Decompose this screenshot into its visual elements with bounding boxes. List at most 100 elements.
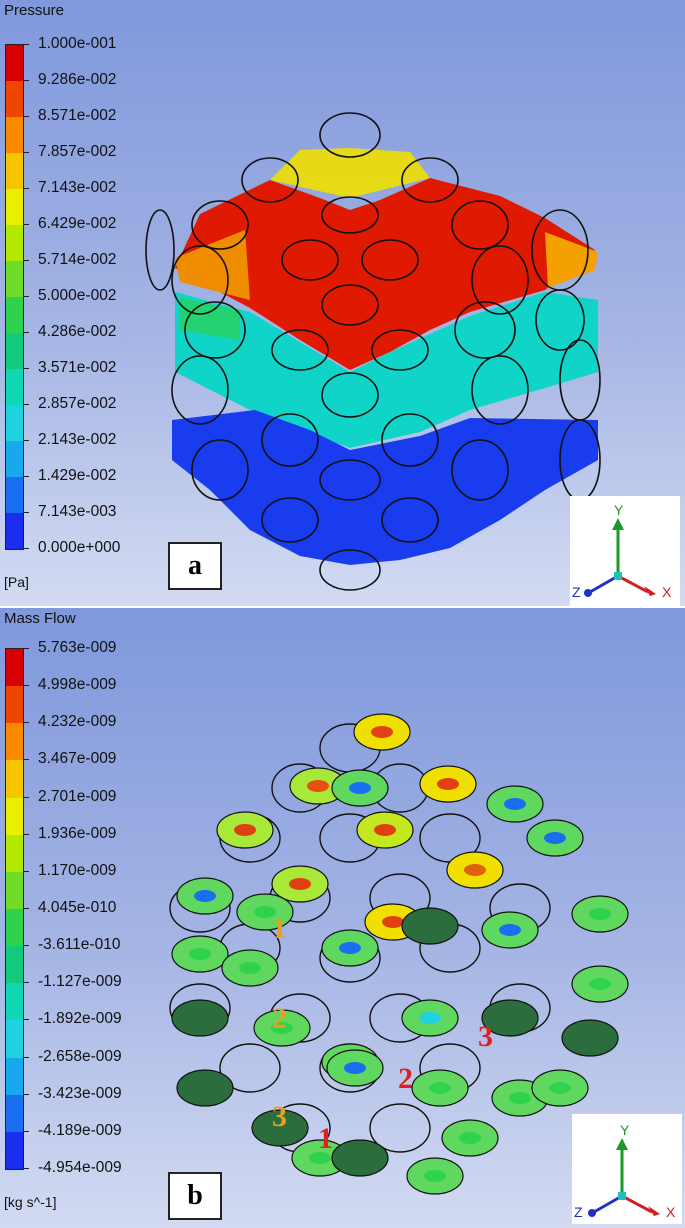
- axis-triad-a: Y X Z: [570, 496, 680, 606]
- legend-swatch: [6, 797, 23, 835]
- legend-tick-mark: [23, 722, 29, 724]
- axis-triad-b: Y X Z: [572, 1114, 682, 1224]
- legend-tick-label: -4.189e-009: [38, 1121, 122, 1139]
- legend-tick-label: 2.143e-002: [38, 431, 117, 448]
- flow-cell-core: [504, 798, 526, 810]
- axis-y-label: Y: [620, 1122, 630, 1138]
- legend-swatch: [6, 760, 23, 798]
- pressure-panel: Pressure 1.000e-001 9.286e-002 8.571e-002 7…: [0, 0, 685, 606]
- legend-tick-mark: [23, 870, 29, 872]
- legend-swatch: [6, 225, 23, 261]
- region-marker: 3: [478, 1020, 493, 1053]
- legend-tick-mark: [23, 80, 29, 81]
- mass-flow-color-legend: [5, 648, 24, 1170]
- flow-cell-core: [371, 726, 393, 738]
- axis-z-label: Z: [572, 584, 581, 600]
- legend-tick-mark: [23, 945, 29, 947]
- legend-tick-label: 7.857e-002: [38, 143, 117, 160]
- cyan-mid-region: [175, 292, 598, 448]
- high-pressure-region: [175, 178, 595, 370]
- legend-tick-mark: [23, 44, 29, 45]
- flow-cell-core: [464, 864, 486, 876]
- legend-swatch: [6, 261, 23, 297]
- low-pressure-region: [172, 410, 598, 565]
- flow-cell-core: [194, 890, 216, 902]
- legend-swatch: [6, 333, 23, 369]
- region-marker: 2: [398, 1062, 413, 1095]
- legend-tick-label: 3.571e-002: [38, 359, 117, 376]
- legend-tick-label: 1.000e-001: [38, 35, 117, 52]
- flow-cell-core: [349, 782, 371, 794]
- legend-tick-mark: [23, 116, 29, 117]
- axis-z-label: Z: [574, 1204, 583, 1220]
- legend-tick-mark: [23, 1093, 29, 1095]
- axis-arrows-icon: [584, 518, 656, 597]
- flow-cell-core: [549, 1082, 571, 1094]
- mass-flow-title: Mass Flow: [4, 610, 76, 627]
- legend-tick-label: 3.467e-009: [38, 750, 117, 768]
- legend-tick-label: 0.000e+000: [38, 539, 121, 556]
- region-marker: 3: [272, 1100, 287, 1133]
- region-marker: 1: [318, 1122, 333, 1155]
- legend-swatch: [6, 1094, 23, 1132]
- legend-tick-label: 5.000e-002: [38, 287, 117, 304]
- flow-cell-core: [419, 920, 441, 932]
- legend-swatch: [6, 723, 23, 761]
- legend-swatch: [6, 1020, 23, 1058]
- legend-swatch: [6, 297, 23, 333]
- axis-y-label: Y: [614, 502, 624, 518]
- axis-x-label: X: [662, 584, 672, 600]
- legend-tick-mark: [23, 440, 29, 441]
- legend-swatch: [6, 369, 23, 405]
- flow-cell-core: [437, 778, 459, 790]
- legend-tick-mark: [23, 1019, 29, 1021]
- legend-tick-mark: [23, 648, 29, 649]
- legend-swatch: [6, 834, 23, 872]
- pressure-title: Pressure: [4, 2, 65, 19]
- legend-tick-mark: [23, 833, 29, 835]
- legend-tick-mark: [23, 188, 29, 189]
- legend-tick-mark: [23, 260, 29, 261]
- legend-tick-mark: [23, 548, 29, 549]
- legend-tick-label: -1.892e-009: [38, 1010, 122, 1028]
- legend-tick-label: 5.763e-009: [38, 639, 117, 656]
- legend-tick-label: 1.429e-002: [38, 467, 117, 484]
- legend-tick-label: 7.143e-002: [38, 179, 117, 196]
- legend-tick-mark: [23, 908, 29, 909]
- flow-cell-core: [307, 780, 329, 792]
- flow-cell-core: [374, 824, 396, 836]
- panel-b-label: b: [168, 1172, 222, 1220]
- legend-swatch: [6, 441, 23, 477]
- legend-tick-mark: [23, 476, 29, 477]
- flow-cell-core: [289, 878, 311, 890]
- legend-tick-mark: [23, 685, 29, 687]
- legend-tick-mark: [23, 296, 29, 297]
- flow-cell-core: [254, 906, 276, 918]
- flow-cell-core: [339, 942, 361, 954]
- orange-band-right: [545, 232, 598, 288]
- legend-swatch: [6, 153, 23, 189]
- legend-swatch: [6, 477, 23, 513]
- legend-swatch: [6, 649, 23, 687]
- legend-swatch: [6, 405, 23, 441]
- legend-tick-label: 4.998e-009: [38, 676, 117, 694]
- legend-swatch: [6, 81, 23, 117]
- legend-tick-label: 8.571e-002: [38, 107, 117, 124]
- flow-cell-core: [189, 1012, 211, 1024]
- flow-cell-core: [382, 916, 404, 928]
- axis-x-label: X: [666, 1204, 676, 1220]
- legend-swatch: [6, 946, 23, 984]
- legend-tick-label: 5.714e-002: [38, 251, 117, 268]
- legend-tick-mark: [23, 224, 29, 225]
- flow-cell-core: [499, 924, 521, 936]
- pressure-unit: [Pa]: [4, 574, 29, 590]
- legend-tick-mark: [23, 1130, 29, 1132]
- pressure-color-legend: [5, 44, 24, 550]
- pressure-lattice-model: [145, 112, 601, 591]
- legend-swatch: [6, 983, 23, 1021]
- yellow-band-top: [270, 148, 430, 198]
- legend-tick-mark: [23, 404, 29, 405]
- legend-tick-label: 1.936e-009: [38, 824, 117, 842]
- legend-tick-label: -1.127e-009: [38, 973, 122, 991]
- region-marker: 2: [272, 1002, 287, 1035]
